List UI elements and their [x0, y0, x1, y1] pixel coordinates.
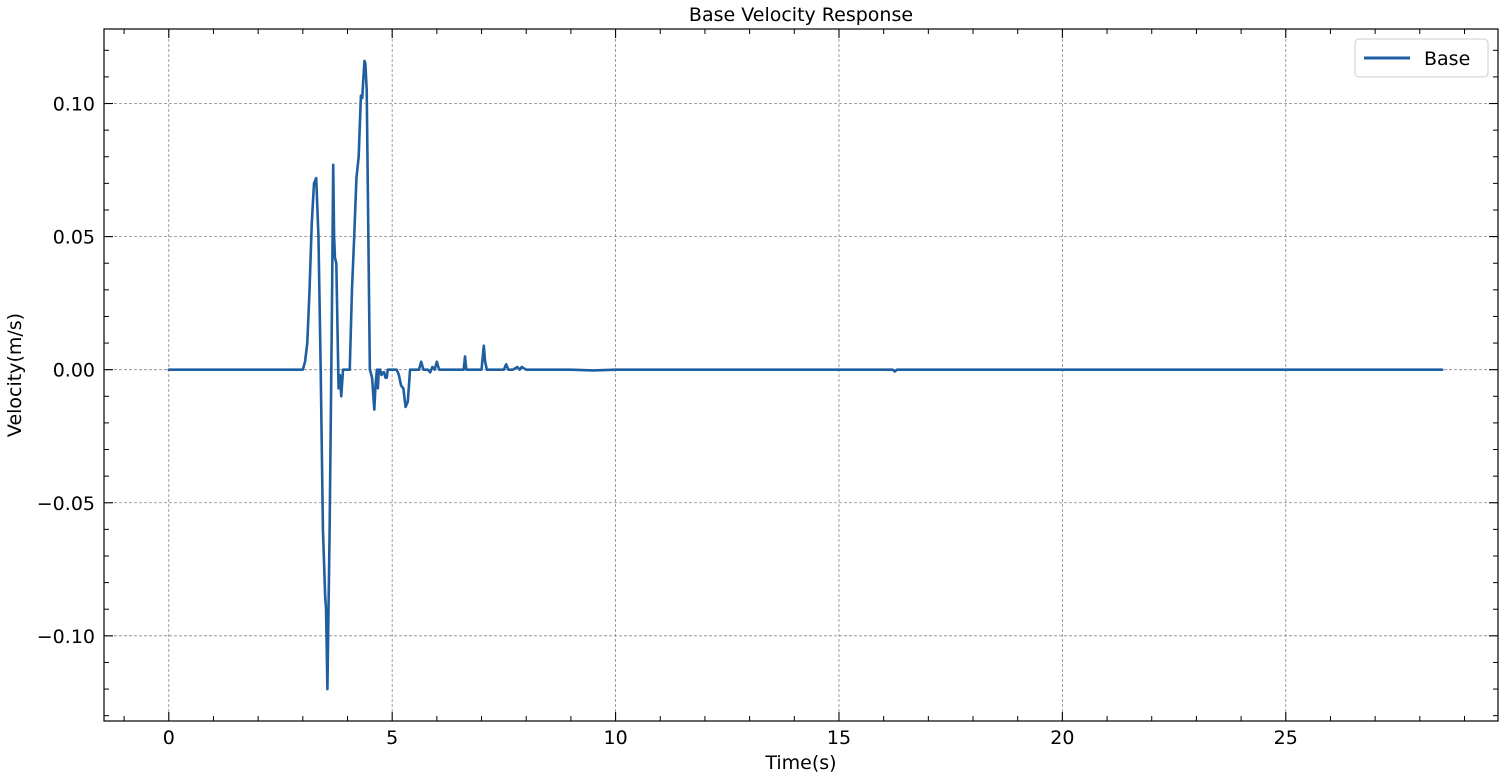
x-tick-label: 5 [386, 727, 398, 749]
plot-frame [103, 28, 1499, 722]
x-tick-label: 0 [163, 727, 175, 749]
x-tick-label: 15 [827, 727, 851, 749]
legend-label-base: Base [1424, 48, 1470, 70]
series-line-base [167, 59, 1444, 691]
series-layer [167, 59, 1444, 691]
y-tick-label: 0.05 [53, 227, 95, 249]
y-axis-title: Velocity(m/s) [4, 313, 26, 437]
axis-ticks [104, 29, 1498, 721]
y-tick-label: 0.10 [53, 94, 95, 116]
x-tick-label: 25 [1274, 727, 1298, 749]
legend: Base [1354, 38, 1489, 78]
y-tick-label: 0.00 [53, 360, 95, 382]
x-tick-label: 20 [1050, 727, 1074, 749]
x-axis-title: Time(s) [764, 752, 836, 774]
grid-lines [104, 29, 1498, 721]
x-tick-label: 10 [603, 727, 627, 749]
tick-labels: 0 5 10 15 20 25 −0.10 −0.05 0.00 0.05 0.10 [37, 94, 1298, 749]
chart-title: Base Velocity Response [689, 4, 913, 26]
legend-box [1354, 38, 1489, 78]
y-tick-label: −0.05 [37, 493, 95, 515]
y-tick-label: −0.10 [37, 626, 95, 648]
